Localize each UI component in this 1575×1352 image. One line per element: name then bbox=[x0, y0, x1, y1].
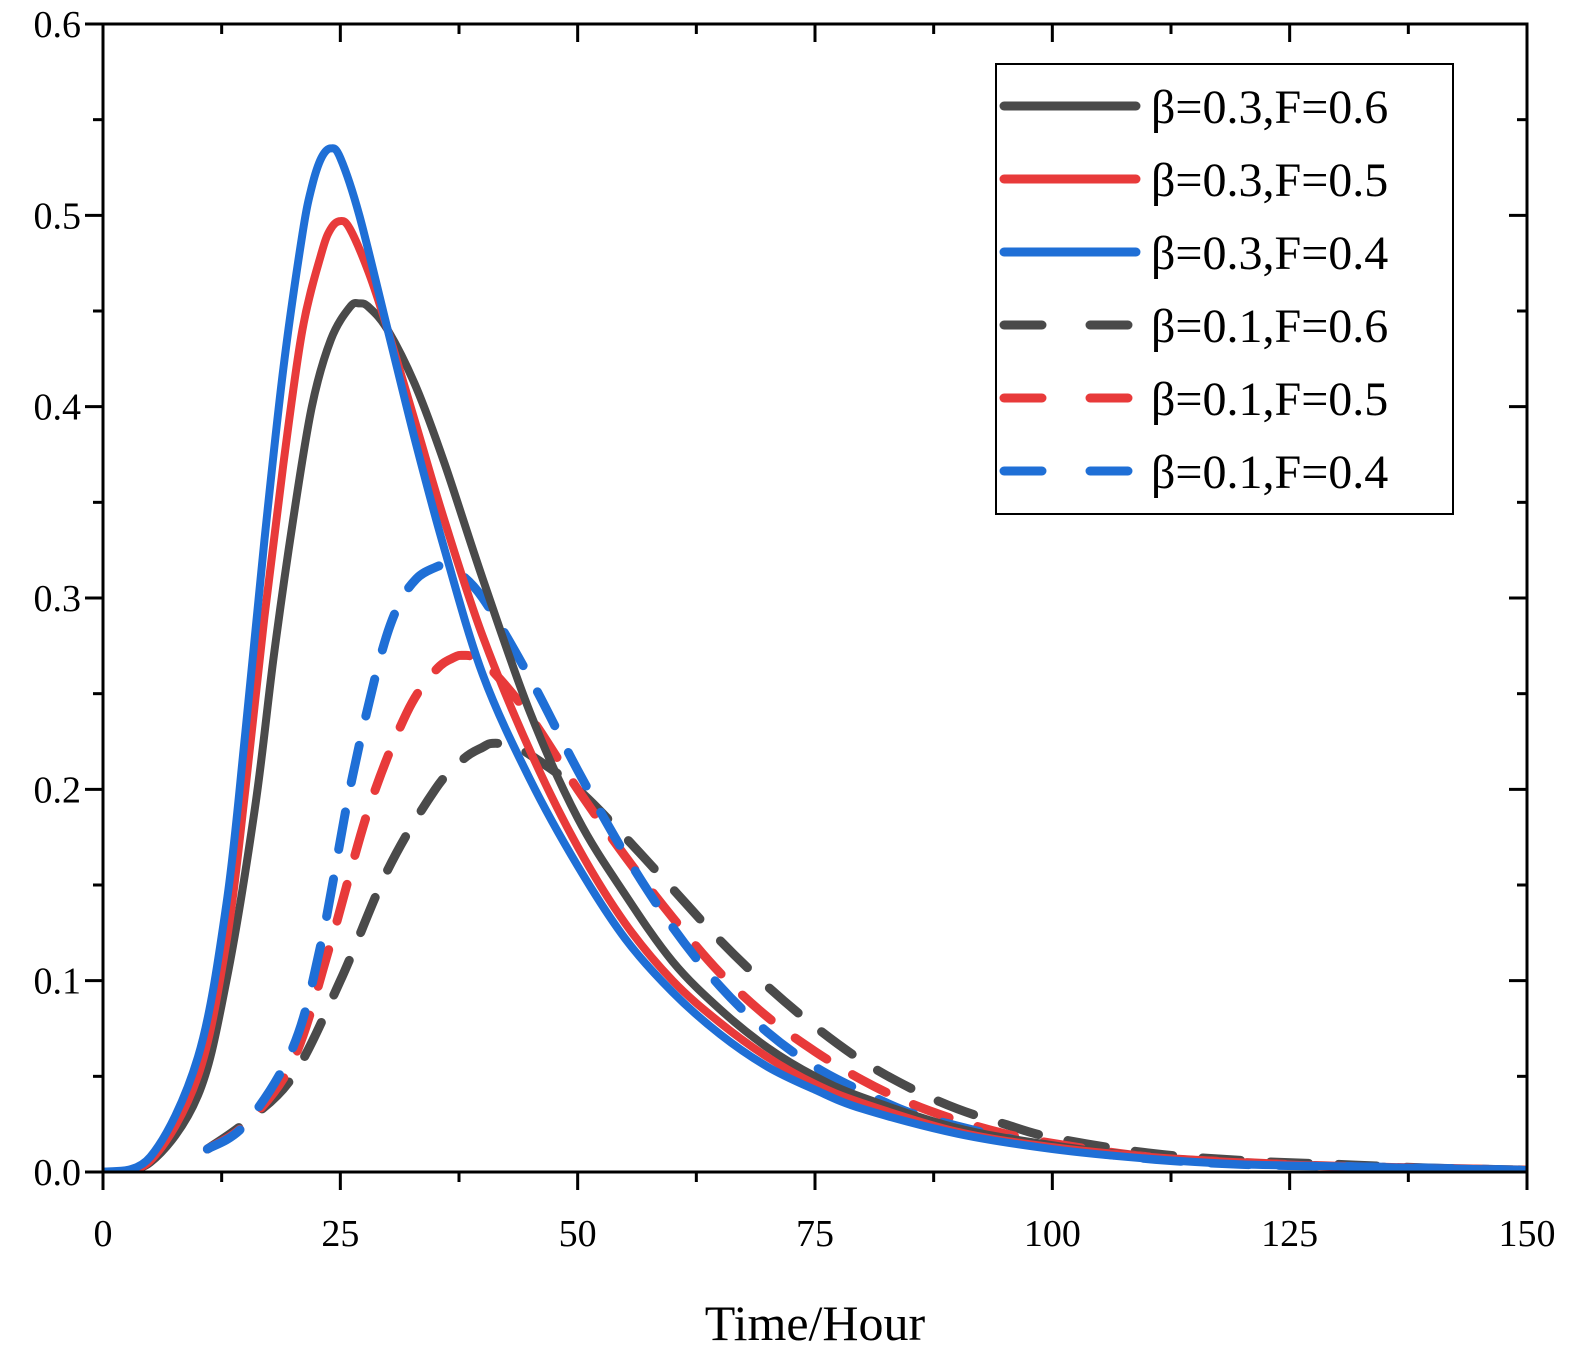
legend-label-2: β=0.3,F=0.5 bbox=[1151, 154, 1388, 207]
plot-series-group bbox=[103, 144, 1527, 1172]
plot-frame bbox=[101, 22, 1529, 1174]
legend-label-5: β=0.1,F=0.5 bbox=[1151, 373, 1388, 426]
x-tick-label: 100 bbox=[1024, 1213, 1081, 1255]
series-line-3 bbox=[103, 144, 1527, 1172]
y-tick-label: 0.3 bbox=[34, 578, 82, 620]
y-tick-label: 0.1 bbox=[34, 961, 82, 1003]
x-tick-label: 150 bbox=[1499, 1213, 1556, 1255]
y-tick-label: 0.2 bbox=[34, 769, 82, 811]
legend-label-6: β=0.1,F=0.4 bbox=[1151, 446, 1388, 499]
x-tick-label: 125 bbox=[1261, 1213, 1318, 1255]
axis-ticks bbox=[85, 22, 1529, 1190]
x-tick-label: 0 bbox=[94, 1213, 113, 1255]
x-tick-label: 50 bbox=[559, 1213, 597, 1255]
legend-box bbox=[995, 63, 1454, 515]
x-axis-title: Time/Hour bbox=[705, 1295, 926, 1351]
y-tick-label: 0.6 bbox=[34, 4, 82, 46]
y-tick-label: 0.0 bbox=[34, 1152, 82, 1194]
x-tick-label: 25 bbox=[321, 1213, 359, 1255]
y-tick-label: 0.5 bbox=[34, 195, 82, 237]
y-tick-label: 0.4 bbox=[34, 387, 82, 429]
legend-label-3: β=0.3,F=0.4 bbox=[1151, 227, 1388, 280]
x-tick-label: 75 bbox=[796, 1213, 834, 1255]
legend-label-4: β=0.1,F=0.6 bbox=[1151, 300, 1388, 353]
legend-label-1: β=0.3,F=0.6 bbox=[1151, 81, 1388, 134]
axis-tick-labels: 0 25 50 75 100 125 150 0.0 0.1 0.2 0.3 0.4 0.5 0.6 bbox=[34, 4, 1556, 1255]
legend: β=0.3,F=0.6 β=0.3,F=0.5 β=0.3,F=0.4 β=0.1,F… bbox=[995, 63, 1454, 515]
